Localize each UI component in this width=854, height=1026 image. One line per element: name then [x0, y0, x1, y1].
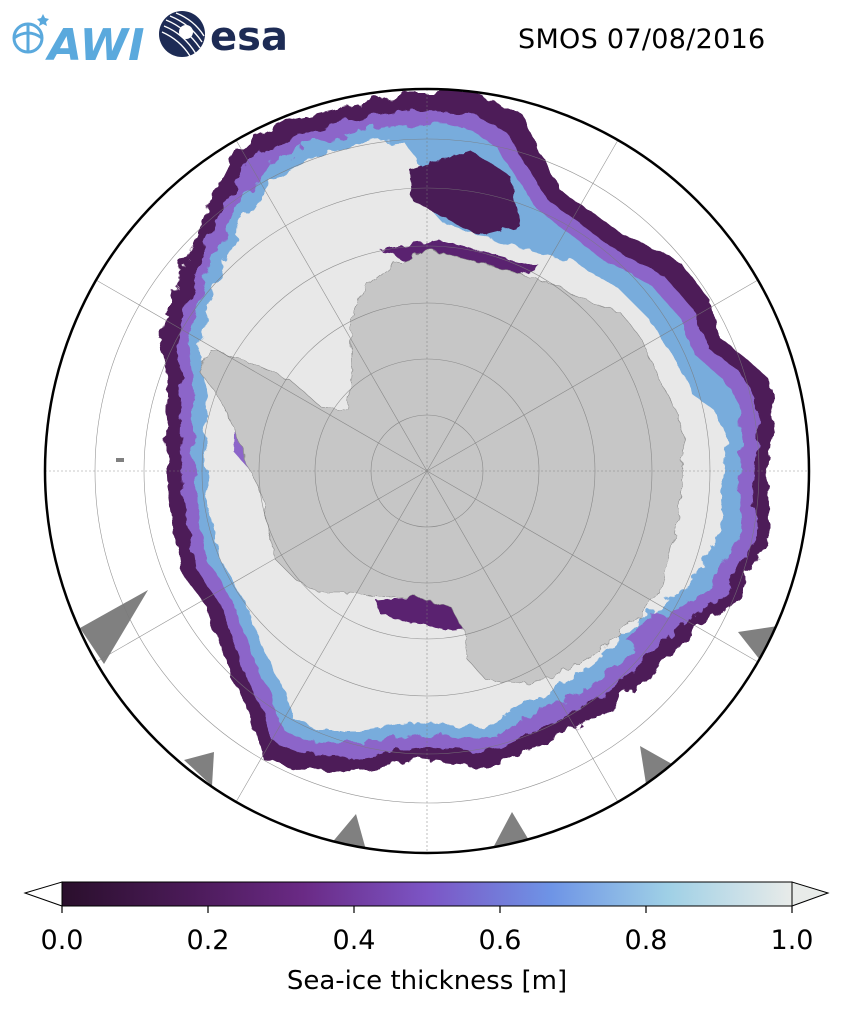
esa-emblem-icon	[159, 11, 205, 57]
colorbar-label: Sea-ice thickness [m]	[286, 966, 568, 996]
colorbar-extend-high	[791, 881, 830, 907]
colorbar-gradient	[61, 881, 793, 907]
colorbar-ticks	[61, 906, 793, 913]
map-boundary	[43, 87, 811, 855]
globe-icon	[12, 22, 44, 54]
colorbar-tick-label: 0.6	[478, 925, 522, 956]
awi-logo: AWI	[12, 14, 145, 62]
graticule	[45, 89, 809, 853]
colorbar-tick-label: 0.2	[186, 925, 230, 956]
nodata-wedges	[80, 458, 778, 850]
colorbar-extend-low	[23, 881, 63, 907]
awi-logo-text: AWI	[45, 20, 145, 62]
colorbar-tick-label: 0.8	[624, 925, 668, 956]
map-title: SMOS 07/08/2016	[518, 24, 766, 55]
colorbar	[23, 881, 830, 913]
colorbar-tick-label: 0.0	[40, 925, 84, 956]
esa-logo-text: esa	[210, 14, 288, 60]
star-icon	[37, 14, 49, 26]
esa-logo: esa	[159, 11, 288, 60]
polar-map	[43, 87, 811, 855]
colorbar-tick-label: 1.0	[770, 925, 814, 956]
colorbar-tick-label: 0.4	[332, 925, 376, 956]
